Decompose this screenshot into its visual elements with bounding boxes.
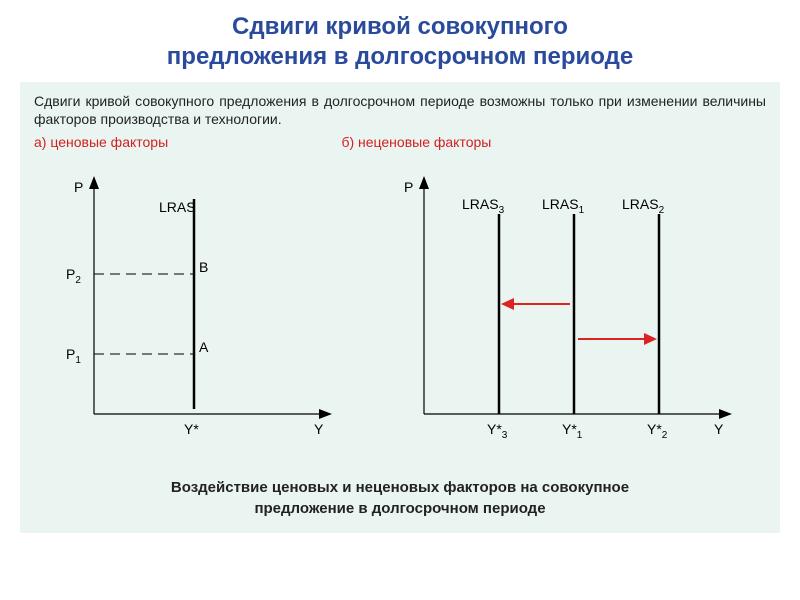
title-line1: Сдвиги кривой совокупного: [232, 13, 568, 40]
left-Y-axis-label: Y: [314, 421, 324, 437]
right-Ystar3-label: Y*3: [487, 421, 508, 441]
intro-text: Сдвиги кривой совокупного предложения в …: [34, 92, 766, 128]
graph-right: P LRAS3 LRAS1 LRAS2 Y*3 Y*1 Y*2 Y: [394, 154, 764, 474]
right-lras1-label: LRAS1: [542, 196, 585, 216]
right-Y-axis-label: Y: [714, 421, 724, 437]
caption-line1: Воздействие ценовых и неценовых факторов…: [171, 479, 629, 496]
left-point-B: B: [199, 259, 208, 275]
left-lras-label: LRAS: [159, 199, 196, 215]
left-P-axis-label: P: [74, 179, 83, 195]
right-lras2-label: LRAS2: [622, 196, 665, 216]
right-Ystar1-label: Y*1: [562, 421, 583, 441]
title-line2: предложения в долгосрочном периоде: [167, 43, 633, 70]
right-lras3-label: LRAS3: [462, 196, 505, 216]
factor-b-label: б) неценовые факторы: [341, 134, 766, 150]
right-Ystar2-label: Y*2: [647, 421, 668, 441]
factor-a-label: а) ценовые факторы: [34, 134, 341, 150]
content-box: Сдвиги кривой совокупного предложения в …: [20, 82, 780, 533]
left-point-A: A: [199, 339, 209, 355]
caption-line2: предложение в долгосрочном периоде: [254, 500, 545, 517]
caption: Воздействие ценовых и неценовых факторов…: [34, 478, 766, 519]
factors-row: а) ценовые факторы б) неценовые факторы: [34, 134, 766, 150]
left-Ystar-label: Y*: [184, 421, 199, 437]
graphs-container: P Y LRAS P2 P1 B A Y*: [34, 154, 766, 474]
slide-title: Сдвиги кривой совокупного предложения в …: [20, 12, 780, 72]
left-P1-label: P1: [66, 346, 81, 366]
graph-left: P Y LRAS P2 P1 B A Y*: [44, 154, 364, 474]
right-P-axis-label: P: [404, 179, 413, 195]
left-P2-label: P2: [66, 266, 81, 286]
